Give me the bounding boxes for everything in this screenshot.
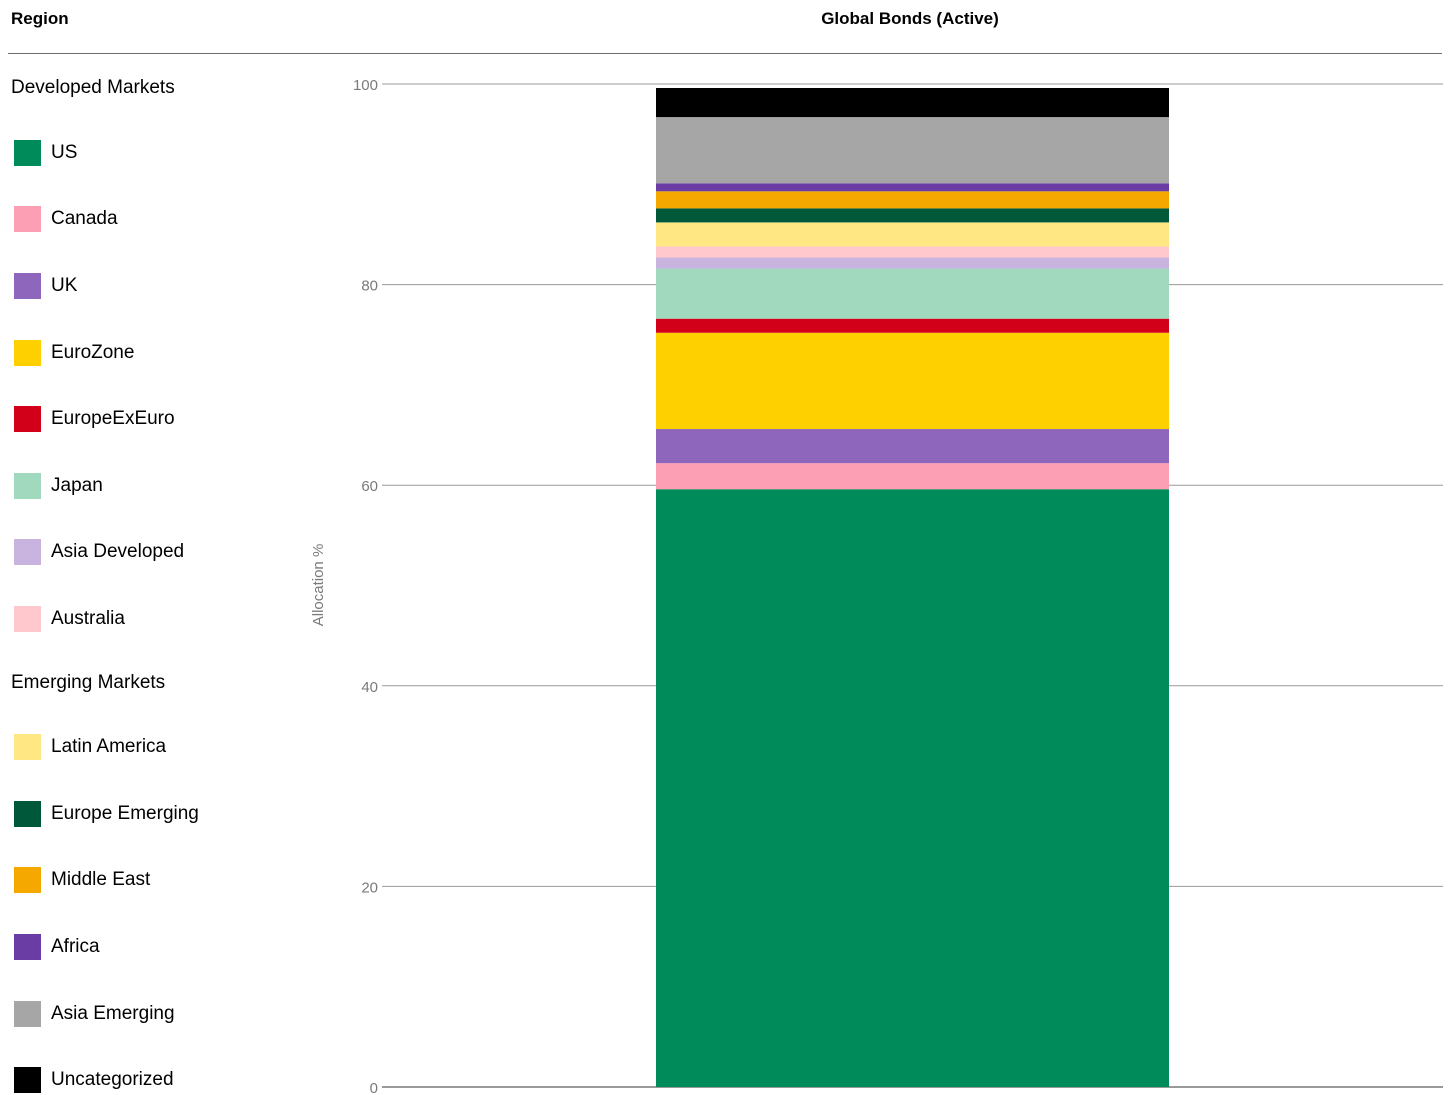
legend-item-us: US [14,140,77,166]
bar-segment-japan [656,268,1169,319]
legend-label: Middle East [51,869,151,890]
y-tick-label: 80 [361,278,378,295]
legend-label: Australia [51,608,125,629]
legend-item-europeexeuro: EuropeExEuro [14,406,175,432]
bar-segment-uk [656,429,1169,464]
legend-label: Asia Emerging [51,1003,175,1024]
legend-swatch-eurozone [14,340,41,366]
bar-segment-eurozone [656,332,1169,430]
y-axis-label: Allocation % [310,544,327,627]
legend-item-middle-east: Middle East [14,867,150,893]
header-divider [8,53,1442,54]
legend-swatch-europeexeuro [14,406,41,432]
legend-heading-emerging: Emerging Markets [11,672,166,693]
bar-segment-us [656,489,1169,1087]
region-column-header: Region [11,9,69,28]
bar-segment-australia [656,246,1169,258]
legend-label: EuropeExEuro [51,408,175,429]
bar-segment-latin-america [656,222,1169,247]
legend-swatch-asia-emerging [14,1001,41,1027]
legend-label: Europe Emerging [51,803,199,824]
bar-segment-europeexeuro [656,318,1169,333]
legend-item-asia-developed: Asia Developed [14,539,184,565]
y-tick-label: 100 [353,77,378,94]
legend-label: Canada [51,208,118,229]
legend-swatch-asia-developed [14,539,41,565]
bar-segment-asia-emerging [656,117,1169,184]
y-tick-label: 20 [361,879,378,896]
legend-item-eurozone: EuroZone [14,340,134,366]
legend-item-uncategorized: Uncategorized [14,1067,174,1093]
legend-label: Asia Developed [51,541,185,562]
legend-item-uk: UK [14,273,77,299]
legend-swatch-us [14,140,41,166]
legend-swatch-latin-america [14,734,41,760]
legend-item-asia-emerging: Asia Emerging [14,1001,175,1027]
chart-column-header: Global Bonds (Active) [821,9,999,28]
bar-segment-middle-east [656,191,1169,209]
legend-label: EuroZone [51,342,135,363]
legend-swatch-middle-east [14,867,41,893]
legend-label: Japan [51,475,103,496]
legend-heading-developed: Developed Markets [11,77,175,98]
legend-label: US [51,142,78,163]
legend-swatch-europe-emerging [14,801,41,827]
bar-segment-africa [656,183,1169,192]
y-tick-label: 0 [370,1080,378,1095]
bar-segment-asia-developed [656,257,1169,269]
legend-swatch-canada [14,206,41,232]
legend-swatch-uncategorized [14,1067,41,1093]
legend-item-africa: Africa [14,934,100,960]
legend-item-europe-emerging: Europe Emerging [14,801,199,827]
legend-label: Africa [51,936,100,957]
legend-swatch-uk [14,273,41,299]
legend-label: Uncategorized [51,1069,174,1090]
legend-label: UK [51,275,78,296]
legend-swatch-japan [14,473,41,499]
legend-item-japan: Japan [14,473,103,499]
legend-item-canada: Canada [14,206,118,232]
bar-segment-europe-emerging [656,208,1169,223]
bar-segment-uncategorized [656,88,1169,118]
legend-item-australia: Australia [14,606,125,632]
legend-swatch-australia [14,606,41,632]
y-tick-label: 40 [361,679,378,696]
bar-segment-canada [656,463,1169,490]
y-tick-label: 60 [361,478,378,495]
legend-swatch-africa [14,934,41,960]
legend-item-latin-america: Latin America [14,734,166,760]
legend-label: Latin America [51,736,167,757]
